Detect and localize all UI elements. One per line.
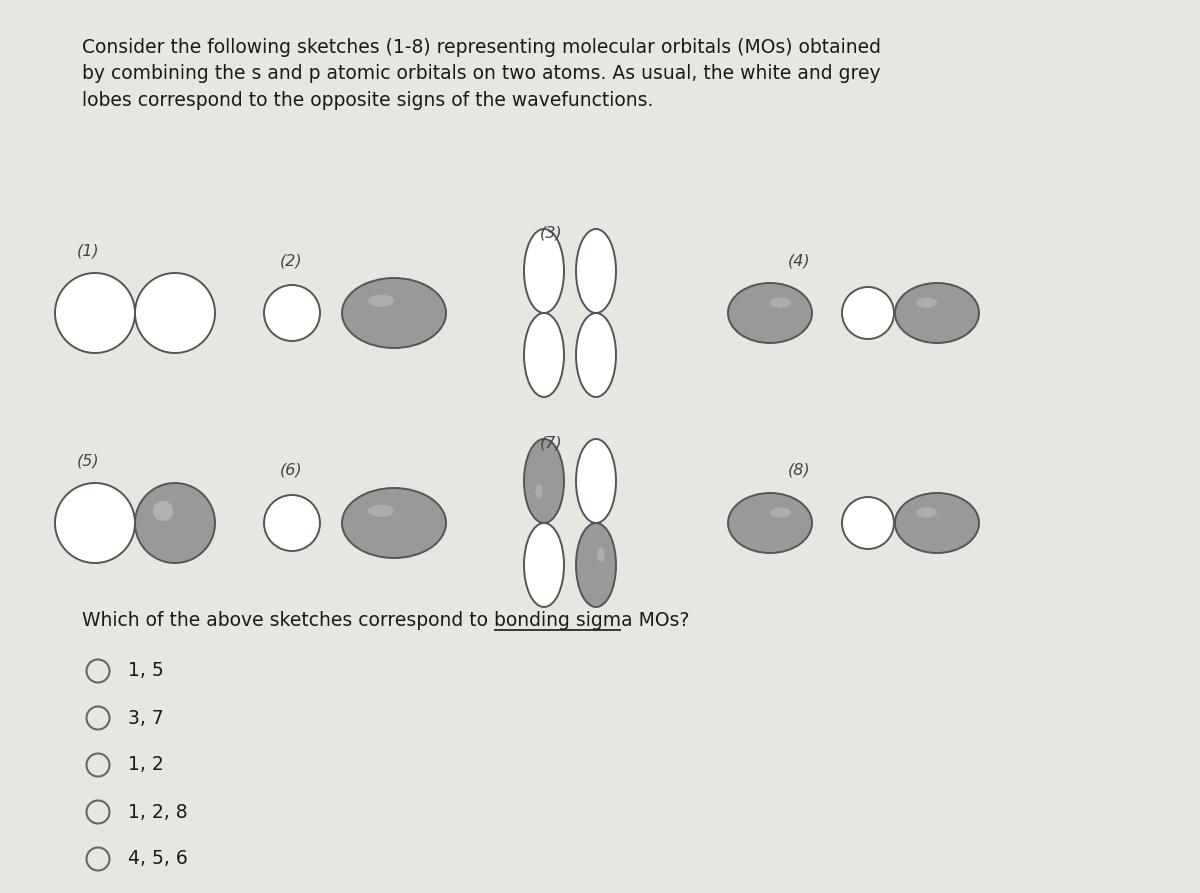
Ellipse shape	[728, 493, 812, 553]
Circle shape	[264, 285, 320, 341]
Ellipse shape	[576, 313, 616, 397]
Text: (6): (6)	[280, 463, 302, 478]
Text: (3): (3)	[540, 226, 563, 241]
Ellipse shape	[576, 229, 616, 313]
Circle shape	[842, 497, 894, 549]
Ellipse shape	[368, 295, 394, 307]
Text: Consider the following sketches (1-8) representing molecular orbitals (MOs) obta: Consider the following sketches (1-8) re…	[82, 38, 881, 110]
Ellipse shape	[524, 439, 564, 523]
Ellipse shape	[916, 297, 937, 308]
Text: 3, 7: 3, 7	[128, 708, 163, 728]
Ellipse shape	[895, 283, 979, 343]
Circle shape	[134, 483, 215, 563]
Circle shape	[264, 495, 320, 551]
Text: 1, 5: 1, 5	[128, 662, 163, 680]
Circle shape	[55, 483, 134, 563]
Ellipse shape	[342, 488, 446, 558]
Ellipse shape	[895, 493, 979, 553]
Text: (8): (8)	[788, 463, 811, 478]
Circle shape	[134, 273, 215, 353]
Ellipse shape	[770, 297, 791, 308]
Text: (1): (1)	[77, 243, 100, 258]
Ellipse shape	[576, 439, 616, 523]
Text: (2): (2)	[280, 253, 302, 268]
Ellipse shape	[576, 523, 616, 607]
Circle shape	[154, 501, 173, 521]
Text: 1, 2: 1, 2	[128, 755, 163, 774]
Ellipse shape	[524, 523, 564, 607]
Circle shape	[55, 273, 134, 353]
Ellipse shape	[524, 313, 564, 397]
Ellipse shape	[916, 507, 937, 518]
Ellipse shape	[598, 547, 605, 562]
Text: (4): (4)	[788, 253, 811, 268]
Ellipse shape	[770, 507, 791, 518]
Text: (7): (7)	[540, 436, 563, 451]
Text: 1, 2, 8: 1, 2, 8	[128, 803, 187, 822]
Text: (5): (5)	[77, 453, 100, 468]
Ellipse shape	[728, 283, 812, 343]
Ellipse shape	[368, 505, 394, 517]
Text: 4, 5, 6: 4, 5, 6	[128, 849, 187, 869]
Ellipse shape	[342, 278, 446, 348]
Ellipse shape	[524, 229, 564, 313]
Ellipse shape	[535, 484, 542, 499]
Circle shape	[842, 287, 894, 339]
Text: Which of the above sketches correspond to bonding sigma MOs?: Which of the above sketches correspond t…	[82, 612, 689, 630]
